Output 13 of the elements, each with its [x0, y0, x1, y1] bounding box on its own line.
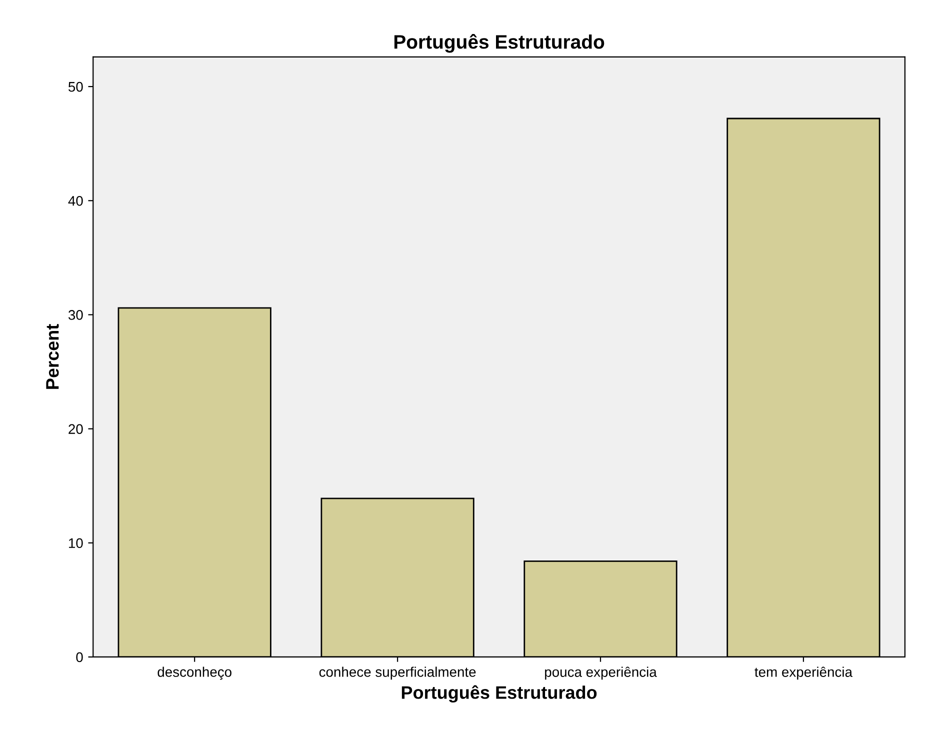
y-tick-label: 20	[68, 424, 83, 434]
y-axis-title: Percent	[46, 324, 59, 389]
x-tick-label: tem experiência	[754, 666, 852, 680]
y-tick-label: 40	[68, 196, 83, 206]
y-tick-label: 50	[68, 82, 83, 92]
x-tick-label: conhece superficialmente	[319, 666, 476, 680]
y-tick-label: 10	[68, 538, 83, 548]
chart-title: Português Estruturado	[394, 34, 604, 53]
x-tick-label: desconheço	[158, 666, 232, 680]
x-tick-label: pouca experiência	[545, 666, 657, 680]
y-tick-label: 0	[76, 652, 83, 662]
x-axis-title: Português Estruturado	[402, 685, 597, 703]
y-tick-label: 30	[68, 310, 83, 320]
